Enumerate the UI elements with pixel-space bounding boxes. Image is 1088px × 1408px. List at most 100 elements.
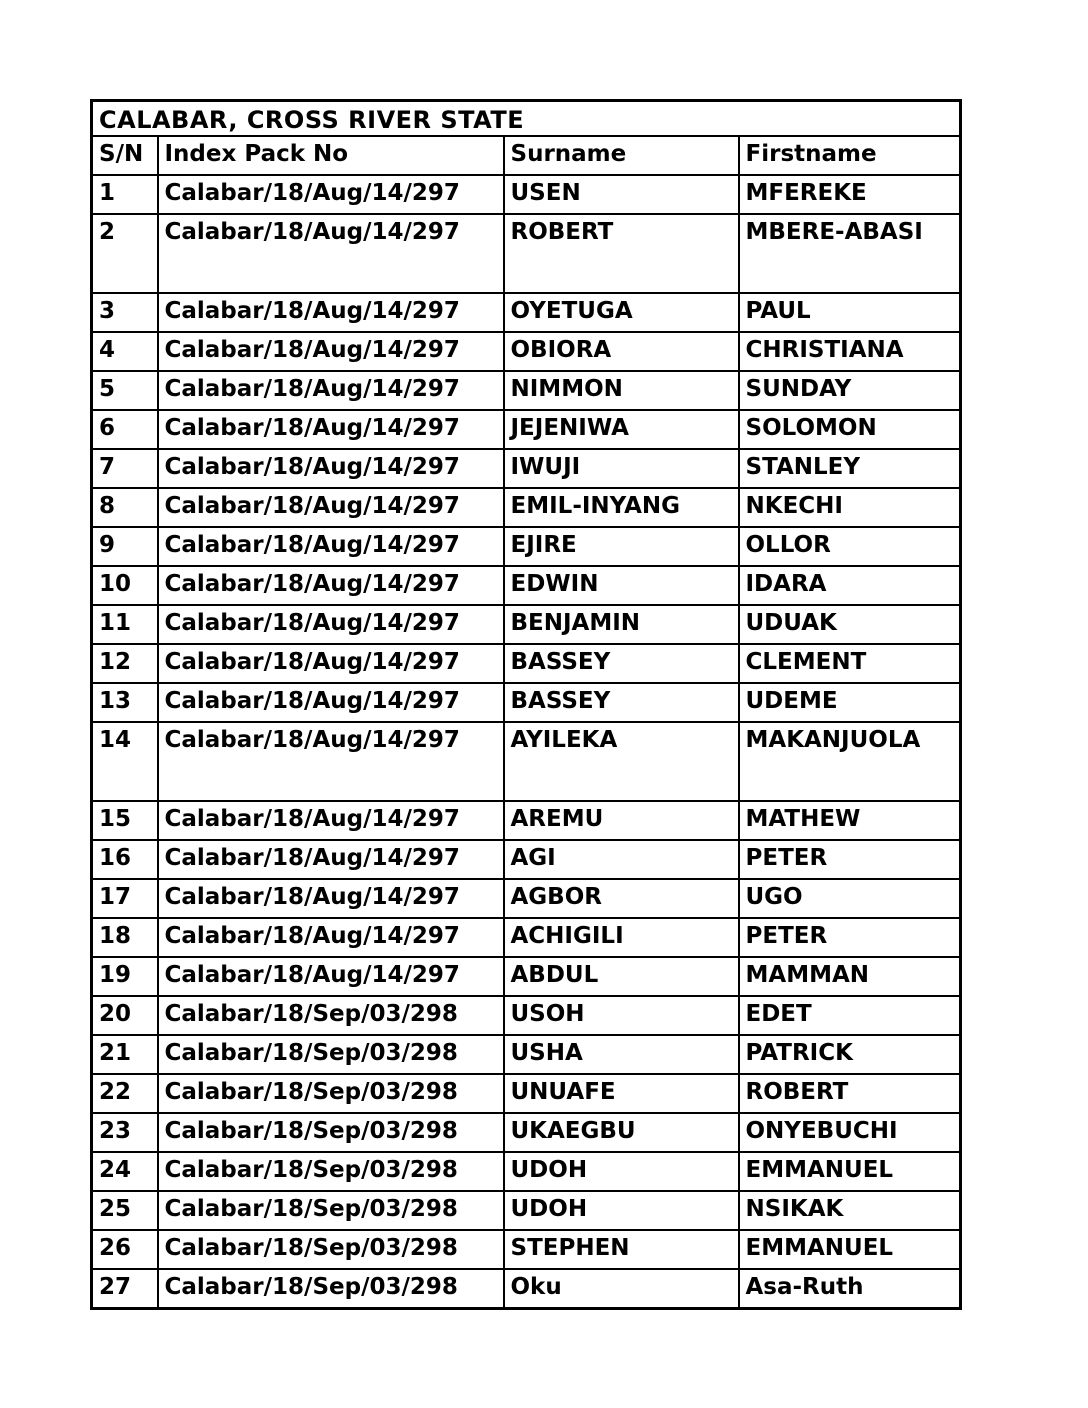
table-row: 20 Calabar/18/Sep/03/298 USOH EDET	[90, 995, 962, 1036]
sn-cell: 5	[90, 370, 159, 411]
table-title: CALABAR, CROSS RIVER STATE	[90, 99, 962, 137]
table-row: 2 Calabar/18/Aug/14/297 ROBERT MBERE-ABASI	[90, 213, 962, 294]
surname-cell: AYILEKA	[502, 721, 740, 802]
firstname-cell: MFEREKE	[737, 174, 962, 215]
table-row: 4 Calabar/18/Aug/14/297 OBIORA CHRISTIANA	[90, 331, 962, 372]
table-row: 12 Calabar/18/Aug/14/297 BASSEY CLEMENT	[90, 643, 962, 684]
surname-cell: AGI	[502, 839, 740, 880]
firstname-cell: PETER	[737, 839, 962, 880]
surname-cell: STEPHEN	[502, 1229, 740, 1270]
table-title-row: CALABAR, CROSS RIVER STATE	[90, 99, 962, 137]
table-row: 1 Calabar/18/Aug/14/297 USEN MFEREKE	[90, 174, 962, 215]
table-row: 25 Calabar/18/Sep/03/298 UDOH NSIKAK	[90, 1190, 962, 1231]
surname-cell: OYETUGA	[502, 292, 740, 333]
surname-cell: ACHIGILI	[502, 917, 740, 958]
firstname-cell: MAMMAN	[737, 956, 962, 997]
table-row: 10 Calabar/18/Aug/14/297 EDWIN IDARA	[90, 565, 962, 606]
table-row: 13 Calabar/18/Aug/14/297 BASSEY UDEME	[90, 682, 962, 723]
sn-cell: 24	[90, 1151, 159, 1192]
index-pack-no-cell: Calabar/18/Sep/03/298	[156, 1151, 505, 1192]
table-row: 16 Calabar/18/Aug/14/297 AGI PETER	[90, 839, 962, 880]
sn-cell: 20	[90, 995, 159, 1036]
index-pack-no-cell: Calabar/18/Aug/14/297	[156, 292, 505, 333]
sn-cell: 17	[90, 878, 159, 919]
roster-table: CALABAR, CROSS RIVER STATE S/N Index Pack…	[90, 99, 963, 1310]
firstname-cell: PATRICK	[737, 1034, 962, 1075]
firstname-cell: EDET	[737, 995, 962, 1036]
sn-cell: 3	[90, 292, 159, 333]
firstname-cell: OLLOR	[737, 526, 962, 567]
sn-cell: 15	[90, 800, 159, 841]
index-pack-no-cell: Calabar/18/Aug/14/297	[156, 878, 505, 919]
table-row: 17 Calabar/18/Aug/14/297 AGBOR UGO	[90, 878, 962, 919]
surname-cell: ROBERT	[502, 213, 740, 294]
index-pack-no-cell: Calabar/18/Aug/14/297	[156, 956, 505, 997]
column-header-surname: Surname	[502, 135, 740, 176]
firstname-cell: PAUL	[737, 292, 962, 333]
firstname-cell: CLEMENT	[737, 643, 962, 684]
index-pack-no-cell: Calabar/18/Aug/14/297	[156, 643, 505, 684]
firstname-cell: NSIKAK	[737, 1190, 962, 1231]
surname-cell: USHA	[502, 1034, 740, 1075]
surname-cell: JEJENIWA	[502, 409, 740, 450]
firstname-cell: IDARA	[737, 565, 962, 606]
table-header-row: S/N Index Pack No Surname Firstname	[90, 135, 962, 176]
sn-cell: 22	[90, 1073, 159, 1114]
firstname-cell: UDEME	[737, 682, 962, 723]
column-header-index-pack-no: Index Pack No	[156, 135, 505, 176]
index-pack-no-cell: Calabar/18/Aug/14/297	[156, 917, 505, 958]
surname-cell: UNUAFE	[502, 1073, 740, 1114]
table-row: 9 Calabar/18/Aug/14/297 EJIRE OLLOR	[90, 526, 962, 567]
firstname-cell: Asa-Ruth	[737, 1268, 962, 1310]
index-pack-no-cell: Calabar/18/Sep/03/298	[156, 995, 505, 1036]
sn-cell: 4	[90, 331, 159, 372]
sn-cell: 23	[90, 1112, 159, 1153]
surname-cell: UDOH	[502, 1151, 740, 1192]
table-row: 27 Calabar/18/Sep/03/298 Oku Asa-Ruth	[90, 1268, 962, 1310]
firstname-cell: MBERE-ABASI	[737, 213, 962, 294]
index-pack-no-cell: Calabar/18/Aug/14/297	[156, 721, 505, 802]
surname-cell: BASSEY	[502, 643, 740, 684]
sn-cell: 18	[90, 917, 159, 958]
firstname-cell: ROBERT	[737, 1073, 962, 1114]
index-pack-no-cell: Calabar/18/Aug/14/297	[156, 174, 505, 215]
index-pack-no-cell: Calabar/18/Sep/03/298	[156, 1190, 505, 1231]
index-pack-no-cell: Calabar/18/Aug/14/297	[156, 839, 505, 880]
sn-cell: 14	[90, 721, 159, 802]
firstname-cell: SUNDAY	[737, 370, 962, 411]
firstname-cell: EMMANUEL	[737, 1151, 962, 1192]
table-row: 23 Calabar/18/Sep/03/298 UKAEGBU ONYEBUCHI	[90, 1112, 962, 1153]
firstname-cell: ONYEBUCHI	[737, 1112, 962, 1153]
sn-cell: 7	[90, 448, 159, 489]
table-row: 14 Calabar/18/Aug/14/297 AYILEKA MAKANJUOLA	[90, 721, 962, 802]
surname-cell: ABDUL	[502, 956, 740, 997]
table-row: 21 Calabar/18/Sep/03/298 USHA PATRICK	[90, 1034, 962, 1075]
firstname-cell: UDUAK	[737, 604, 962, 645]
index-pack-no-cell: Calabar/18/Aug/14/297	[156, 526, 505, 567]
sn-cell: 13	[90, 682, 159, 723]
sn-cell: 10	[90, 565, 159, 606]
table-row: 11 Calabar/18/Aug/14/297 BENJAMIN UDUAK	[90, 604, 962, 645]
surname-cell: IWUJI	[502, 448, 740, 489]
sn-cell: 2	[90, 213, 159, 294]
surname-cell: NIMMON	[502, 370, 740, 411]
table-row: 19 Calabar/18/Aug/14/297 ABDUL MAMMAN	[90, 956, 962, 997]
table-row: 8 Calabar/18/Aug/14/297 EMIL-INYANG NKECHI	[90, 487, 962, 528]
sn-cell: 11	[90, 604, 159, 645]
surname-cell: BASSEY	[502, 682, 740, 723]
sn-cell: 26	[90, 1229, 159, 1270]
firstname-cell: EMMANUEL	[737, 1229, 962, 1270]
surname-cell: UKAEGBU	[502, 1112, 740, 1153]
sn-cell: 12	[90, 643, 159, 684]
sn-cell: 16	[90, 839, 159, 880]
index-pack-no-cell: Calabar/18/Aug/14/297	[156, 487, 505, 528]
sn-cell: 6	[90, 409, 159, 450]
surname-cell: AGBOR	[502, 878, 740, 919]
table-row: 6 Calabar/18/Aug/14/297 JEJENIWA SOLOMON	[90, 409, 962, 450]
surname-cell: OBIORA	[502, 331, 740, 372]
firstname-cell: NKECHI	[737, 487, 962, 528]
table-row: 22 Calabar/18/Sep/03/298 UNUAFE ROBERT	[90, 1073, 962, 1114]
surname-cell: Oku	[502, 1268, 740, 1310]
table-row: 7 Calabar/18/Aug/14/297 IWUJI STANLEY	[90, 448, 962, 489]
sn-cell: 1	[90, 174, 159, 215]
